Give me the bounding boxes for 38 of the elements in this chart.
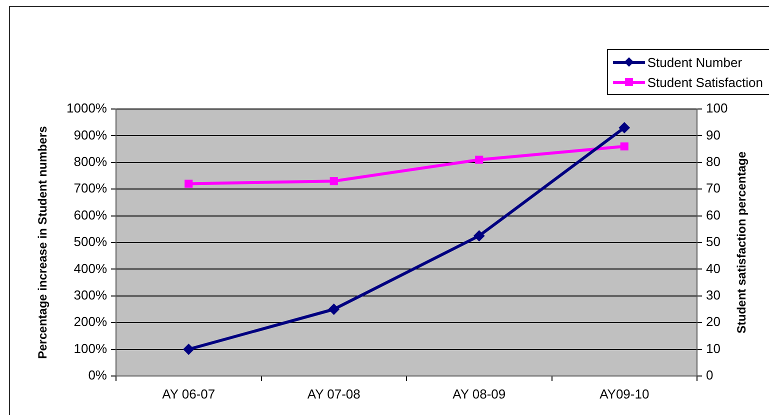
y2-tick-label: 50 [706,234,720,250]
y-tick-label: 1000% [66,100,108,116]
point [330,177,338,186]
y2-tick-label: 70 [706,180,720,196]
y-axis-title: Percentage increase in Student numbers [36,126,50,359]
y-tick-label: 300% [74,287,108,302]
point [183,344,194,355]
point [620,142,628,150]
point [618,122,630,134]
y-tick-label: 600% [74,207,108,222]
legend-label: Student Satisfaction [647,74,763,90]
y2-tick-label: 40 [706,260,720,276]
y-tick-label: 800% [74,154,108,169]
point [475,156,484,164]
y-tick-label: 500% [74,234,108,250]
y2-axis-title: Student satisfaction percentage [734,151,748,334]
point [474,230,485,242]
y2-tick-label: 30 [706,287,720,302]
point [328,304,340,315]
y-tick-label: 400% [74,260,108,276]
y-tick-label: 100% [74,340,108,356]
y2-tick-label: 100 [706,100,728,116]
x-tick-label: AY 08-09 [452,386,506,402]
x-tick-label: AY 07-08 [307,386,360,402]
y-tick-label: 0% [88,368,108,383]
x-tick-label: AY09-10 [600,386,650,402]
y2-tick-label: 20 [706,314,720,330]
y-tick-label: 200% [74,314,108,330]
y2-tick-label: 90 [706,127,720,142]
y2-tick-label: 0 [706,368,714,383]
y2-tick-label: 60 [706,207,720,222]
y2-tick-label: 80 [706,154,720,169]
y-tick-label: 900% [74,127,108,142]
y-tick-label: 700% [74,180,108,196]
point [184,180,193,188]
y2-tick-label: 10 [706,340,720,356]
x-tick-label: AY 06-07 [162,386,216,402]
legend-label: Student Number [647,54,742,70]
